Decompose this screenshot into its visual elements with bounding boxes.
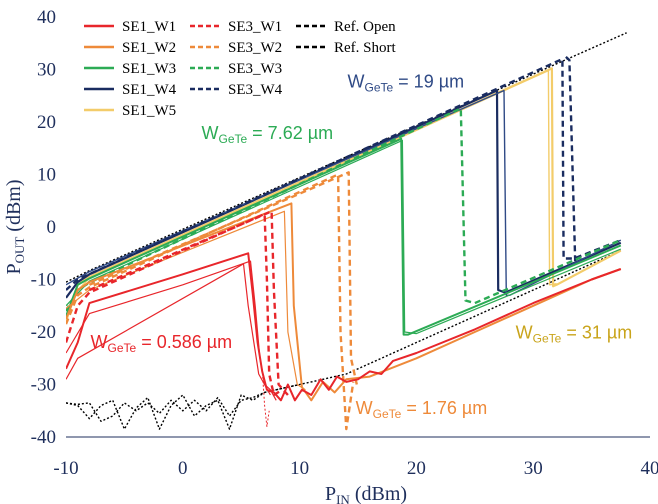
y-axis-title: POUT (dBm) xyxy=(3,179,27,274)
annotation-0-586-m: WGeTe = 0.586 µm xyxy=(91,332,233,355)
series-line-se1-w4 xyxy=(66,89,622,299)
legend-label-se1-w2: SE1_W2 xyxy=(122,40,176,56)
y-tick-label: -40 xyxy=(31,427,56,448)
x-tick-label: 0 xyxy=(178,458,188,479)
legend-label-ref-open: Ref. Open xyxy=(334,19,396,35)
series-line-se1-w4-b xyxy=(66,89,622,296)
x-tick-label: -10 xyxy=(53,458,78,479)
legend-label-se3-w4: SE3_W4 xyxy=(228,82,283,98)
legend-label-se3-w1: SE3_W1 xyxy=(228,19,282,35)
y-tick-label: -30 xyxy=(31,375,56,396)
legend-label-se1-w1: SE1_W1 xyxy=(122,19,176,35)
legend-label-se1-w5: SE1_W5 xyxy=(122,103,176,119)
x-tick-label: 10 xyxy=(290,458,309,479)
legend-label-ref-short: Ref. Short xyxy=(334,40,396,56)
legend: SE1_W1 SE1_W2 SE1_W3 SE1_W4 SE1_W5 SE3_W1 SE3_… xyxy=(84,19,396,119)
series-line-se1-w2-b xyxy=(66,210,306,391)
series-line-ref-short xyxy=(66,383,300,422)
series-line-se1-w3 xyxy=(66,137,622,336)
series-line-se3-w2-b xyxy=(88,171,358,385)
series-line-se3-w1-c xyxy=(261,368,270,427)
y-tick-label: 40 xyxy=(37,7,56,28)
annotation-31-m: WGeTe = 31 µm xyxy=(516,322,633,345)
series-line-se1-w1 xyxy=(66,252,622,402)
x-tick-label: 20 xyxy=(407,458,426,479)
series-line-se3-w1-b xyxy=(88,210,289,396)
x-tick-label: 30 xyxy=(524,458,543,479)
y-tick-label: 10 xyxy=(37,165,56,186)
axes: -10 0 10 20 30 40 -40 -30 -20 -10 0 10 20 30 40 PIN (dB… xyxy=(3,7,658,504)
legend-label-se1-w3: SE1_W3 xyxy=(122,61,176,77)
series-line-se3-w1 xyxy=(66,212,283,397)
plot-area xyxy=(66,32,627,431)
x-tick-label: 40 xyxy=(641,458,658,479)
x-axis-title: PIN (dBm) xyxy=(325,483,407,504)
annotation-1-76-m: WGeTe = 1.76 µm xyxy=(356,398,488,421)
y-tick-label: 0 xyxy=(47,217,57,238)
y-tick-label: -10 xyxy=(31,270,56,291)
legend-label-se3-w3: SE3_W3 xyxy=(228,61,282,77)
annotations: WGeTe = 0.586 µm WGeTe = 1.76 µm WGeTe = 7… xyxy=(91,71,633,421)
series-group xyxy=(66,32,627,431)
series-line-se3-w4-b xyxy=(565,56,577,262)
y-tick-label: -20 xyxy=(31,322,56,343)
series-line-se3-w4 xyxy=(66,57,622,291)
annotation-19-m: WGeTe = 19 µm xyxy=(347,71,464,94)
y-tick-label: 30 xyxy=(37,60,56,81)
series-line-se1-w1-c xyxy=(66,263,271,396)
legend-label-se1-w4: SE1_W4 xyxy=(122,82,177,98)
legend-label-se3-w2: SE3_W2 xyxy=(228,40,282,56)
series-line-se3-w2 xyxy=(66,173,355,431)
annotation-7-62-m: WGeTe = 7.62 µm xyxy=(201,123,333,146)
series-line-se1-w1-b xyxy=(66,260,277,401)
y-tick-label: 20 xyxy=(37,112,56,133)
